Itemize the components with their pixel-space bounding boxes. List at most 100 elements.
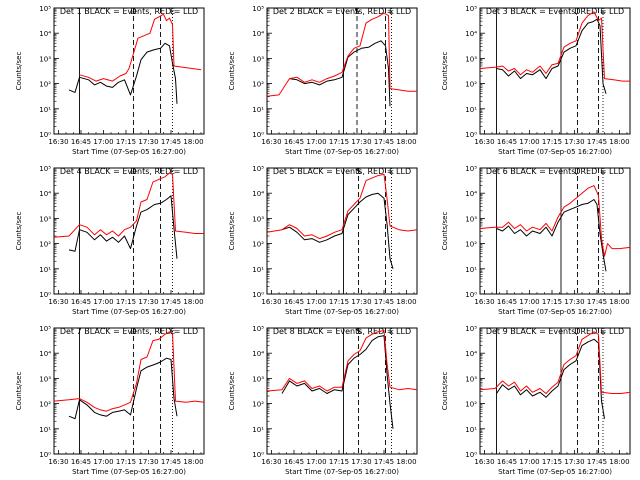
y-axis-label: Counts/sec xyxy=(441,372,449,411)
y-tick-label: 10¹ xyxy=(39,426,51,434)
x-tick-label: 16:30 xyxy=(261,458,281,466)
y-tick-label: 10⁴ xyxy=(465,30,477,38)
x-tick-label: 17:15 xyxy=(329,138,349,146)
marker-flag: E xyxy=(600,327,605,336)
y-tick-label: 10¹ xyxy=(39,106,51,114)
x-tick-label: 17:30 xyxy=(564,458,584,466)
y-tick-label: 10⁴ xyxy=(252,350,264,358)
x-tick-label: 17:45 xyxy=(587,138,607,146)
x-tick-label: 16:45 xyxy=(71,298,91,306)
marker-flag: E xyxy=(389,7,394,16)
series-lld-line xyxy=(266,173,418,240)
series-lld-line xyxy=(266,330,418,392)
x-tick-label: 16:30 xyxy=(474,458,494,466)
chart-title: Det 3 BLACK = Events, RED = LLD xyxy=(486,7,624,16)
series-events-line xyxy=(68,357,178,420)
x-tick-label: 17:45 xyxy=(374,138,394,146)
y-axis-label: Counts/sec xyxy=(441,52,449,91)
y-tick-label: 10² xyxy=(39,241,51,249)
y-tick-label: 10⁰ xyxy=(39,131,51,139)
plot-frame xyxy=(479,327,631,455)
marker-flag: S xyxy=(354,7,359,16)
x-tick-label: 16:30 xyxy=(48,458,68,466)
y-tick-label: 10⁰ xyxy=(465,291,477,299)
y-tick-label: 10⁰ xyxy=(39,291,51,299)
series-lld-line xyxy=(53,172,204,238)
series-lld-line xyxy=(79,13,202,82)
y-axis-label: Counts/sec xyxy=(15,212,23,251)
y-tick-label: 10⁵ xyxy=(252,5,264,13)
x-tick-label: 16:45 xyxy=(284,138,304,146)
marker-flag: D xyxy=(130,327,136,336)
y-tick-label: 10⁵ xyxy=(252,165,264,173)
y-tick-label: 10¹ xyxy=(465,426,477,434)
plot-frame xyxy=(266,167,418,295)
x-tick-label: 17:15 xyxy=(542,138,562,146)
y-tick-label: 10¹ xyxy=(252,266,264,274)
x-axis-label: Start Time (07-Sep-05 16:27:00) xyxy=(498,148,612,156)
plot-frame xyxy=(53,327,205,455)
x-axis-label: Start Time (07-Sep-05 16:27:00) xyxy=(498,468,612,476)
y-tick-label: 10³ xyxy=(39,215,51,223)
x-tick-label: 17:30 xyxy=(351,298,371,306)
marker-flag: E xyxy=(170,327,175,336)
marker-flag: S xyxy=(356,327,361,336)
chart-title: Det 9 BLACK = Events, RED = LLD xyxy=(486,327,624,336)
x-tick-label: 17:30 xyxy=(138,138,158,146)
series-lld-line xyxy=(479,185,631,257)
x-tick-label: 17:15 xyxy=(116,298,136,306)
x-tick-label: 16:30 xyxy=(261,138,281,146)
marker-flag: E xyxy=(600,167,605,176)
det-7-chart: Det 7 BLACK = Events, RED = LLD10⁰10¹10²… xyxy=(15,325,205,476)
marker-flag: D xyxy=(130,167,136,176)
x-tick-label: 16:45 xyxy=(71,138,91,146)
y-tick-label: 10¹ xyxy=(465,106,477,114)
x-tick-label: 17:15 xyxy=(116,138,136,146)
y-tick-label: 10³ xyxy=(252,375,264,383)
x-tick-label: 16:45 xyxy=(497,138,517,146)
x-tick-label: 18:00 xyxy=(396,458,416,466)
x-tick-label: 17:00 xyxy=(519,138,539,146)
x-tick-label: 18:00 xyxy=(183,458,203,466)
x-tick-label: 17:00 xyxy=(306,298,326,306)
y-tick-label: 10² xyxy=(465,241,477,249)
y-axis-label: Counts/sec xyxy=(228,52,236,91)
y-tick-label: 10⁴ xyxy=(465,350,477,358)
y-tick-label: 10⁰ xyxy=(465,131,477,139)
x-tick-label: 17:00 xyxy=(93,138,113,146)
marker-flag: E xyxy=(170,7,175,16)
series-lld-line xyxy=(479,331,631,394)
x-tick-label: 17:30 xyxy=(351,458,371,466)
x-tick-label: 17:30 xyxy=(564,138,584,146)
x-tick-label: 16:30 xyxy=(474,138,494,146)
x-tick-label: 17:30 xyxy=(138,458,158,466)
x-axis-label: Start Time (07-Sep-05 16:27:00) xyxy=(72,468,186,476)
x-tick-label: 16:45 xyxy=(71,458,91,466)
x-axis-label: Start Time (07-Sep-05 16:27:00) xyxy=(498,308,612,316)
x-tick-label: 17:00 xyxy=(306,458,326,466)
chart-title: Det 2 BLACK = Events, RED = LLD xyxy=(273,7,411,16)
x-tick-label: 17:45 xyxy=(161,298,181,306)
y-tick-label: 10⁰ xyxy=(465,451,477,459)
plot-frame xyxy=(266,7,418,135)
x-tick-label: 16:30 xyxy=(261,298,281,306)
x-tick-label: 16:45 xyxy=(284,298,304,306)
x-tick-label: 17:45 xyxy=(587,458,607,466)
x-tick-label: 17:45 xyxy=(587,298,607,306)
x-axis-label: Start Time (07-Sep-05 16:27:00) xyxy=(285,468,399,476)
x-tick-label: 17:00 xyxy=(306,138,326,146)
marker-flag: E xyxy=(170,167,175,176)
det-4-chart: Det 4 BLACK = Events, RED = LLD10⁰10¹10²… xyxy=(15,165,205,316)
x-tick-label: 18:00 xyxy=(609,138,629,146)
x-tick-label: 17:00 xyxy=(519,298,539,306)
marker-flag: D xyxy=(574,167,580,176)
y-tick-label: 10⁴ xyxy=(252,190,264,198)
marker-flag: E xyxy=(600,7,605,16)
y-axis-label: Counts/sec xyxy=(15,372,23,411)
x-tick-label: 16:30 xyxy=(48,138,68,146)
y-tick-label: 10³ xyxy=(252,215,264,223)
x-axis-label: Start Time (07-Sep-05 16:27:00) xyxy=(285,148,399,156)
marker-flag: D xyxy=(574,7,580,16)
series-events-line xyxy=(496,199,607,272)
